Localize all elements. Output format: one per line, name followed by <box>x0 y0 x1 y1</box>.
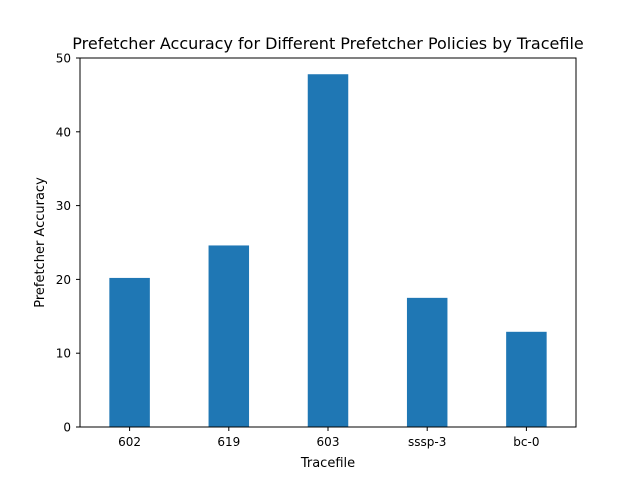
bar-sssp-3 <box>406 297 448 427</box>
x-tick-label: sssp-3 <box>408 435 446 449</box>
x-tick-label: 602 <box>118 435 141 449</box>
x-axis-label: Tracefile <box>300 456 355 471</box>
bar-bc-0 <box>506 331 547 427</box>
y-axis-ticks: 0 10 20 30 40 50 <box>56 52 80 435</box>
bar-603 <box>307 74 349 428</box>
y-tick-label: 0 <box>63 421 71 435</box>
y-tick-label: 20 <box>56 273 71 287</box>
x-axis-ticks: 602 619 603 sssp-3 bc-0 <box>118 427 539 449</box>
y-axis-label: Prefetcher Accuracy <box>33 177 48 308</box>
x-tick-label: 603 <box>317 435 340 449</box>
chart-title: Prefetcher Accuracy for Different Prefet… <box>72 34 583 53</box>
bar-602 <box>109 277 150 427</box>
bars-group <box>109 74 547 428</box>
y-tick-label: 10 <box>56 347 71 361</box>
plot-frame <box>79 57 577 428</box>
y-tick-label: 40 <box>56 125 71 139</box>
y-tick-label: 50 <box>56 52 71 66</box>
y-tick-label: 30 <box>56 199 71 213</box>
x-tick-label: 619 <box>217 435 240 449</box>
bar-619 <box>208 245 250 427</box>
x-tick-label: bc-0 <box>513 435 539 449</box>
